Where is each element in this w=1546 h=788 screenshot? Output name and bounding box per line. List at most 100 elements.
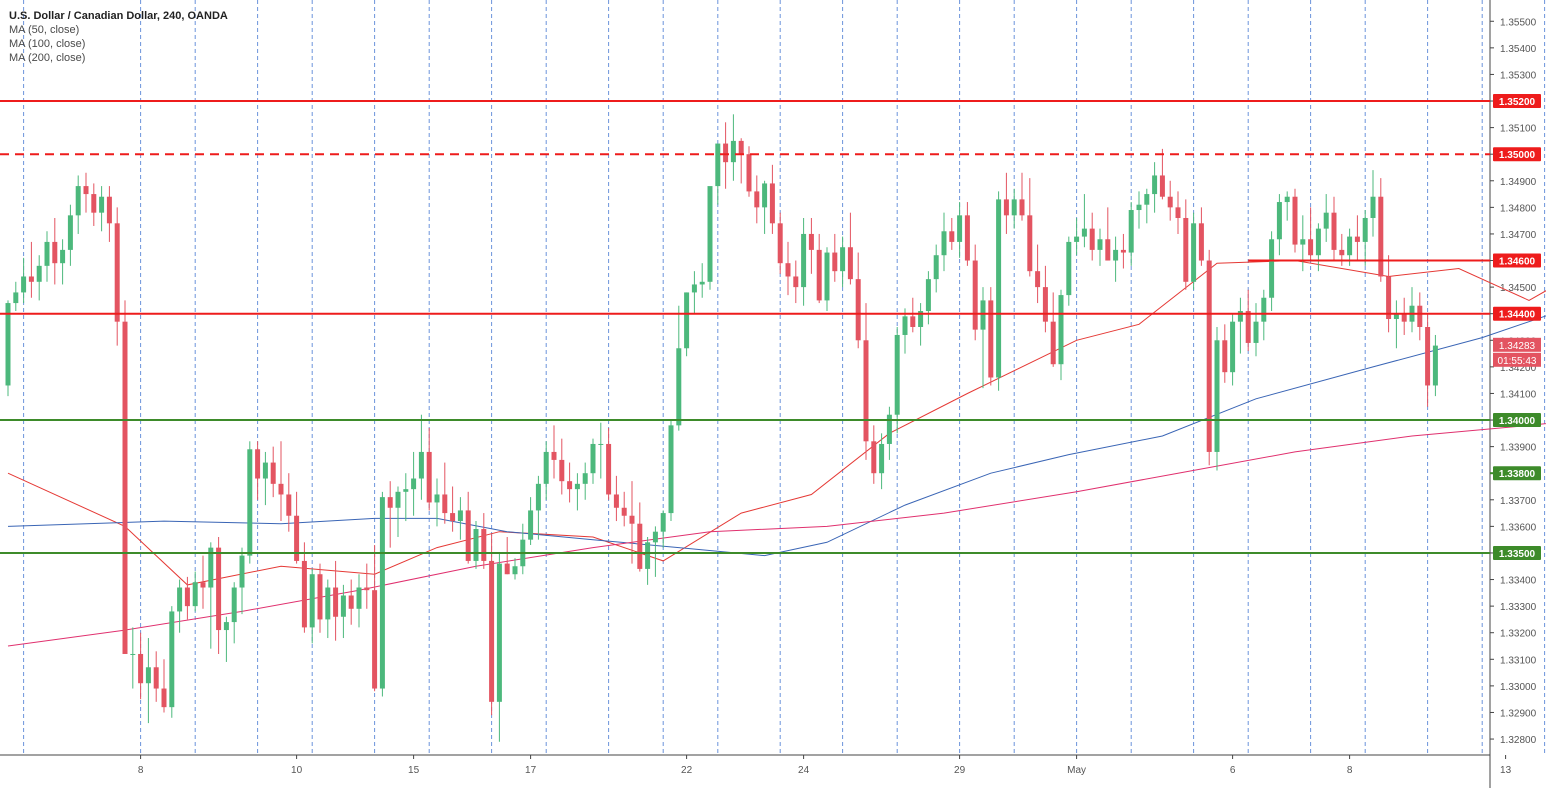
price-tick-label: 1.34100: [1500, 389, 1537, 400]
candle-body: [668, 425, 674, 514]
time-tick-label: 22: [681, 765, 693, 776]
candle-body: [746, 154, 752, 192]
time-tick-label: 29: [954, 765, 966, 776]
candle-body: [1237, 311, 1243, 322]
candle-body: [551, 451, 557, 460]
price-tick-label: 1.34800: [1500, 203, 1537, 214]
candle-body: [138, 653, 144, 684]
candle-body: [1269, 239, 1275, 298]
candle-body: [465, 510, 471, 561]
level-price-tag: [1493, 306, 1541, 321]
candle-body: [512, 566, 518, 575]
candle-body: [442, 494, 448, 514]
candle-body: [996, 199, 1002, 378]
candle-body: [816, 249, 822, 301]
candle-body: [270, 462, 276, 484]
candle-body: [535, 483, 541, 511]
candle-body: [1198, 223, 1204, 261]
candle-body: [886, 414, 892, 444]
candle-body: [106, 196, 112, 224]
candle-body: [730, 140, 736, 163]
candle-body: [1152, 175, 1158, 195]
candle-body: [1393, 313, 1399, 320]
price-tick-label: 1.35500: [1500, 17, 1537, 28]
candle-body: [169, 611, 175, 708]
candle-body: [957, 215, 963, 242]
candle-body: [192, 582, 198, 607]
price-tick-label: 1.33200: [1500, 629, 1537, 640]
candle-body: [574, 483, 580, 490]
candle-body: [1354, 236, 1360, 242]
time-tick-label: 6: [1230, 765, 1236, 776]
price-tick-label: 1.34700: [1500, 230, 1537, 241]
candle-body: [1120, 249, 1126, 253]
level-price-tag: [1493, 545, 1541, 560]
candle-body: [933, 255, 939, 280]
time-tick-label: 15: [408, 765, 420, 776]
chart-title: U.S. Dollar / Canadian Dollar, 240, OAND…: [9, 10, 228, 22]
candle-body: [13, 292, 19, 304]
candle-body: [67, 215, 73, 250]
candle-body: [808, 233, 814, 250]
price-tick-label: 1.34200: [1500, 363, 1537, 374]
candle-body: [910, 316, 916, 327]
candle-body: [824, 252, 830, 301]
candle-body: [863, 340, 869, 442]
candle-body: [1284, 196, 1290, 203]
candle-body: [793, 276, 799, 288]
candle-body: [1331, 212, 1337, 250]
candle-body: [1066, 241, 1072, 296]
candle-body: [278, 483, 284, 495]
legend-ma50: MA (50, close): [9, 24, 80, 36]
level-price-label: 1.34600: [1499, 257, 1536, 268]
candle-body: [36, 265, 42, 282]
price-tick-label: 1.32800: [1500, 735, 1537, 746]
candle-body: [754, 191, 760, 208]
candle-body: [177, 587, 183, 612]
candle-body: [200, 582, 206, 588]
candle-body: [699, 281, 705, 285]
level-price-tag: [1493, 466, 1541, 481]
ma-line-0: [7, 259, 1546, 586]
candle-body: [208, 547, 214, 588]
candle-body: [161, 688, 167, 708]
candle-body: [972, 260, 978, 330]
candle-body: [1042, 287, 1048, 322]
candle-body: [333, 587, 339, 617]
candle-body: [1089, 228, 1095, 250]
candle-body: [340, 595, 346, 617]
candle-body: [769, 183, 775, 224]
candle-body: [1230, 321, 1236, 373]
price-tick-label: 1.33300: [1500, 602, 1537, 613]
candle-body: [567, 481, 573, 490]
candle-body: [785, 263, 791, 277]
candle-body: [762, 183, 768, 208]
candle-body: [1035, 271, 1041, 288]
candle-body: [1315, 228, 1321, 256]
candle-body: [676, 348, 682, 426]
candle-body: [1432, 345, 1438, 386]
price-tick-label: 1.35100: [1500, 124, 1537, 135]
ma-line-1: [7, 315, 1546, 557]
candle-body: [840, 247, 846, 272]
candle-body: [317, 574, 323, 620]
level-price-tag: [1493, 413, 1541, 428]
candle-body: [325, 587, 331, 620]
candle-body: [223, 622, 229, 631]
candle-body: [1425, 326, 1431, 386]
candle-body: [606, 443, 612, 495]
candle-body: [1308, 239, 1314, 256]
time-tick-label: 8: [1347, 765, 1353, 776]
candle-body: [847, 247, 853, 280]
level-price-tag: [1493, 253, 1541, 268]
candle-body: [918, 311, 924, 327]
candle-body: [44, 241, 50, 266]
candle-body: [411, 478, 417, 490]
candle-body: [652, 531, 658, 543]
legend-ma100: MA (100, close): [9, 38, 86, 50]
candle-body: [1136, 204, 1142, 211]
level-price-label: 1.34000: [1499, 416, 1536, 427]
candle-body: [1417, 305, 1423, 327]
